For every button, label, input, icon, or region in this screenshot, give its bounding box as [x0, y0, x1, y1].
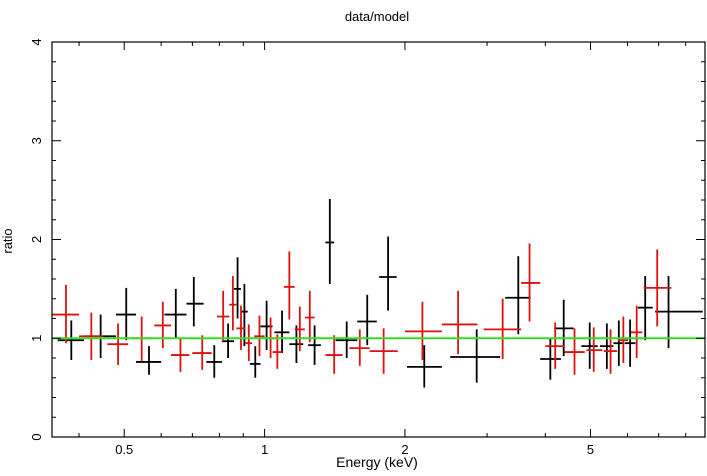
x-axis-label: Energy (keV) [336, 454, 418, 470]
x-tick-label: 1 [261, 442, 268, 457]
plot-area [52, 199, 705, 388]
y-tick-label: 2 [29, 236, 44, 243]
x-tick-label: 2 [401, 442, 408, 457]
y-tick-label: 4 [29, 38, 44, 45]
y-tick-label: 3 [29, 137, 44, 144]
y-tick-label: 0 [29, 433, 44, 440]
plot-frame [51, 41, 706, 438]
y-tick-label: 1 [29, 335, 44, 342]
series-black [57, 199, 703, 388]
x-tick-label: 0.5 [115, 442, 133, 457]
y-axis-label: ratio [0, 228, 15, 253]
chart-title: data/model [345, 9, 409, 24]
axes: 0.5 1 2 5 0 1 2 3 4 [29, 38, 705, 457]
x-tick-label: 5 [587, 442, 594, 457]
series-red [52, 243, 672, 375]
